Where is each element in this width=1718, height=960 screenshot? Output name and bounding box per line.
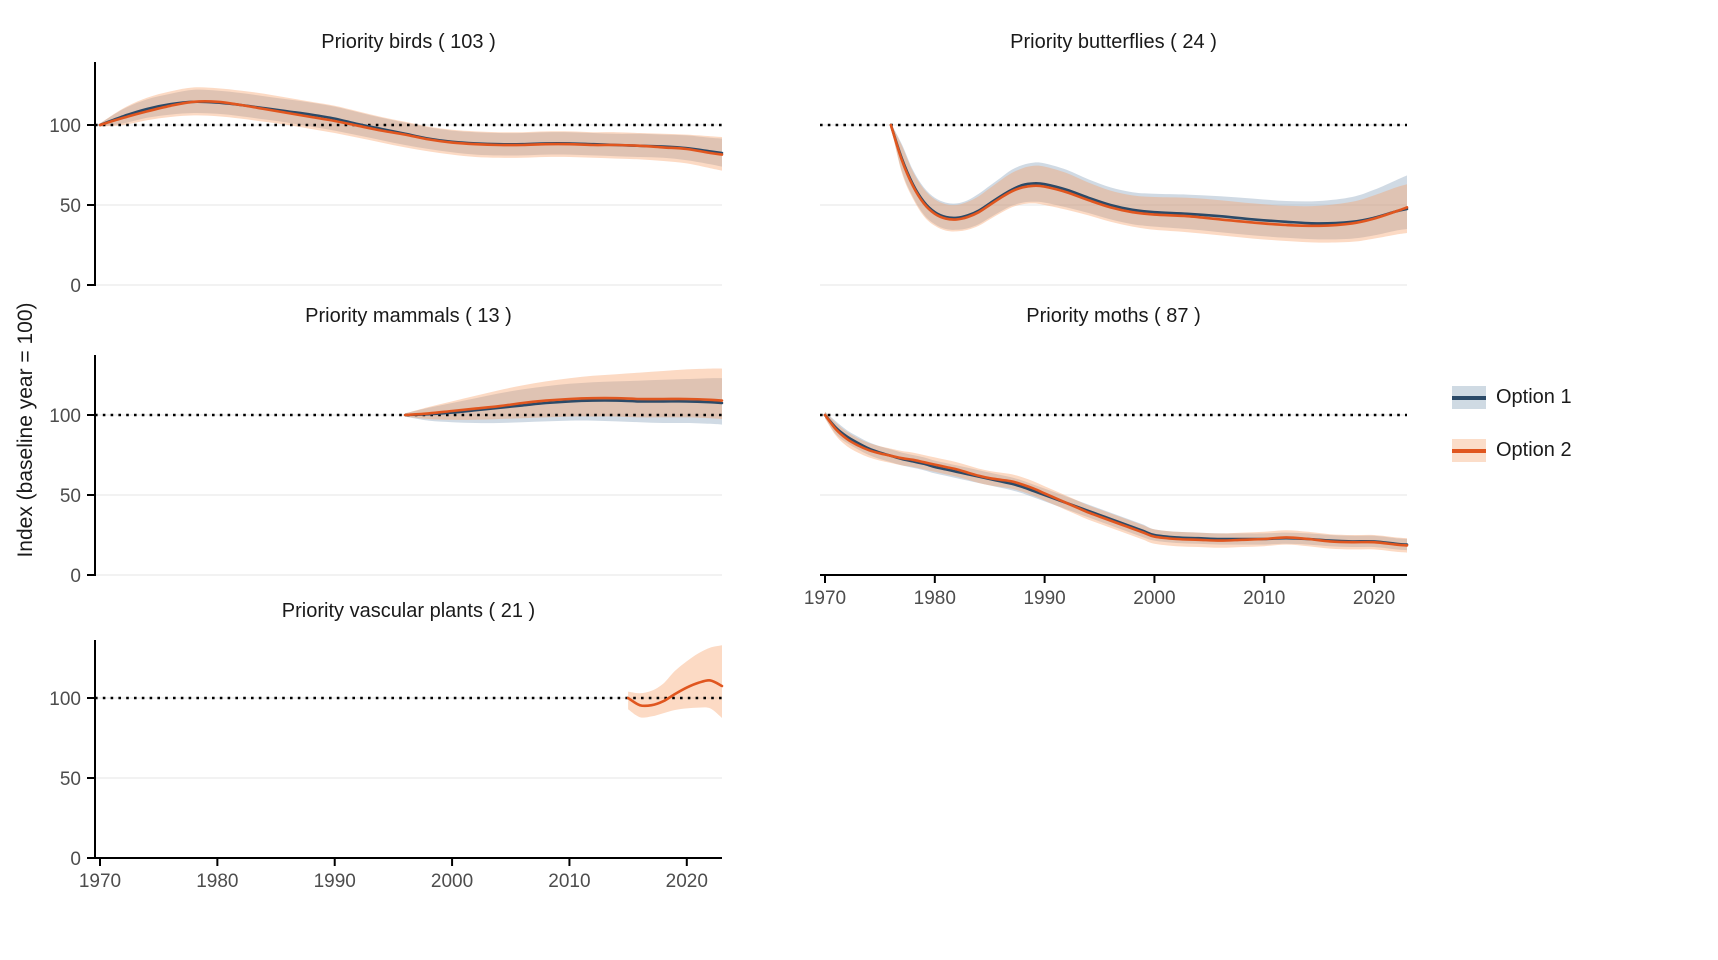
legend-key-option-2 bbox=[1452, 439, 1486, 462]
svg-text:0: 0 bbox=[70, 849, 81, 870]
legend-label-option-2: Option 2 bbox=[1496, 439, 1572, 461]
panel-title-birds: Priority birds ( 103 ) bbox=[321, 31, 496, 53]
svg-text:1970: 1970 bbox=[804, 588, 846, 609]
panel-title-mammals: Priority mammals ( 13 ) bbox=[305, 305, 512, 327]
svg-text:0: 0 bbox=[70, 276, 81, 297]
panel-title-butterflies: Priority butterflies ( 24 ) bbox=[1010, 31, 1217, 53]
panel-title-moths: Priority moths ( 87 ) bbox=[1026, 305, 1201, 327]
legend-label-option-1: Option 1 bbox=[1496, 386, 1572, 408]
svg-text:1980: 1980 bbox=[196, 871, 238, 892]
legend-line-option-2 bbox=[1452, 448, 1486, 453]
legend-key-option-1 bbox=[1452, 386, 1486, 409]
svg-text:1990: 1990 bbox=[1023, 588, 1065, 609]
panel-title-vascular-plants: Priority vascular plants ( 21 ) bbox=[281, 600, 536, 622]
svg-text:2000: 2000 bbox=[1133, 588, 1175, 609]
svg-text:100: 100 bbox=[49, 406, 81, 427]
svg-text:1990: 1990 bbox=[314, 871, 356, 892]
y-axis-title: Index (baseline year = 100) bbox=[14, 302, 37, 558]
svg-text:2000: 2000 bbox=[431, 871, 473, 892]
legend: Option 1 Option 2 bbox=[1452, 386, 1572, 492]
svg-text:0: 0 bbox=[70, 566, 81, 587]
svg-text:50: 50 bbox=[60, 486, 81, 507]
svg-text:50: 50 bbox=[60, 196, 81, 217]
svg-text:2020: 2020 bbox=[1353, 588, 1395, 609]
svg-text:2010: 2010 bbox=[1243, 588, 1285, 609]
svg-text:50: 50 bbox=[60, 769, 81, 790]
legend-item-option-2: Option 2 bbox=[1452, 439, 1572, 462]
svg-text:1970: 1970 bbox=[79, 871, 121, 892]
svg-text:2020: 2020 bbox=[666, 871, 708, 892]
legend-line-option-1 bbox=[1452, 395, 1486, 400]
svg-text:1980: 1980 bbox=[914, 588, 956, 609]
legend-item-option-1: Option 1 bbox=[1452, 386, 1572, 409]
svg-text:100: 100 bbox=[49, 116, 81, 137]
svg-text:2010: 2010 bbox=[548, 871, 590, 892]
svg-text:100: 100 bbox=[49, 689, 81, 710]
